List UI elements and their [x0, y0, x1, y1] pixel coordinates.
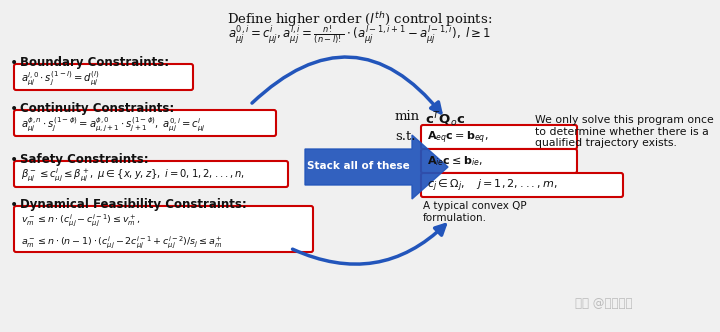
- Text: $c_j \in \Omega_j,\quad j = 1, 2, ..., m,$: $c_j \in \Omega_j,\quad j = 1, 2, ..., m…: [427, 178, 557, 195]
- Text: $\mathbf{A}_{eq}\mathbf{c} = \mathbf{b}_{eq},$: $\mathbf{A}_{eq}\mathbf{c} = \mathbf{b}_…: [427, 130, 488, 146]
- Text: s.t.: s.t.: [395, 130, 415, 143]
- FancyBboxPatch shape: [421, 125, 577, 149]
- Text: Define higher order ($l^{th}$) control points:: Define higher order ($l^{th}$) control p…: [228, 10, 492, 29]
- Text: $a^{l,0}_{\mu j} \cdot s_j^{(1-l)} = d^{(l)}_{\mu j}$: $a^{l,0}_{\mu j} \cdot s_j^{(1-l)} = d^{…: [21, 70, 99, 88]
- FancyBboxPatch shape: [14, 161, 288, 187]
- Text: Continuity Constraints:: Continuity Constraints:: [20, 102, 174, 115]
- Text: $\beta^-_{\mu j} \leq c^i_{\mu j} \leq \beta^+_{\mu j},\; \mu \in \{x,y,z\},\; i: $\beta^-_{\mu j} \leq c^i_{\mu j} \leq \…: [21, 167, 245, 184]
- Text: •: •: [10, 153, 18, 167]
- Polygon shape: [305, 135, 448, 199]
- Text: min: min: [395, 110, 420, 123]
- FancyBboxPatch shape: [421, 149, 577, 173]
- Text: Safety Constraints:: Safety Constraints:: [20, 153, 148, 166]
- Text: Boundary Constraints:: Boundary Constraints:: [20, 56, 169, 69]
- FancyBboxPatch shape: [421, 173, 623, 197]
- Text: $\mathbf{c}^T\mathbf{Q}_o\mathbf{c}$: $\mathbf{c}^T\mathbf{Q}_o\mathbf{c}$: [425, 110, 465, 129]
- Text: •: •: [10, 56, 18, 70]
- Text: We only solve this program once
to determine whether there is a
qualified trajec: We only solve this program once to deter…: [535, 115, 714, 148]
- Text: Stack all of these: Stack all of these: [307, 161, 410, 171]
- Text: $a^{\phi,n}_{\mu j} \cdot s_j^{(1-\phi)} = a^{\phi,0}_{\mu,j+1} \cdot s_{j+1}^{(: $a^{\phi,n}_{\mu j} \cdot s_j^{(1-\phi)}…: [21, 116, 206, 134]
- Text: •: •: [10, 102, 18, 116]
- Text: 知乎 @远洋之帆: 知乎 @远洋之帆: [575, 297, 632, 310]
- Text: $a^{0,i}_{\mu j} = c^i_{\mu j}, a^{l,i}_{\mu j} = \frac{n!}{(n-l)!} \cdot (a^{l-: $a^{0,i}_{\mu j} = c^i_{\mu j}, a^{l,i}_…: [228, 24, 492, 47]
- Text: $\mathbf{A}_{ie}\mathbf{c} \leq \mathbf{b}_{ie},$: $\mathbf{A}_{ie}\mathbf{c} \leq \mathbf{…: [427, 154, 483, 168]
- FancyBboxPatch shape: [14, 206, 313, 252]
- Text: •: •: [10, 198, 18, 212]
- FancyBboxPatch shape: [14, 64, 193, 90]
- Text: Dynamical Feasibility Constraints:: Dynamical Feasibility Constraints:: [20, 198, 247, 211]
- FancyBboxPatch shape: [14, 110, 276, 136]
- Text: $v_m^- \leq n \cdot (c^i_{\mu j} - c^{i-1}_{\mu j}) \leq v_m^+,$
$a_m^- \leq n \: $v_m^- \leq n \cdot (c^i_{\mu j} - c^{i-…: [21, 212, 222, 250]
- Text: A typical convex QP
formulation.: A typical convex QP formulation.: [423, 201, 526, 222]
